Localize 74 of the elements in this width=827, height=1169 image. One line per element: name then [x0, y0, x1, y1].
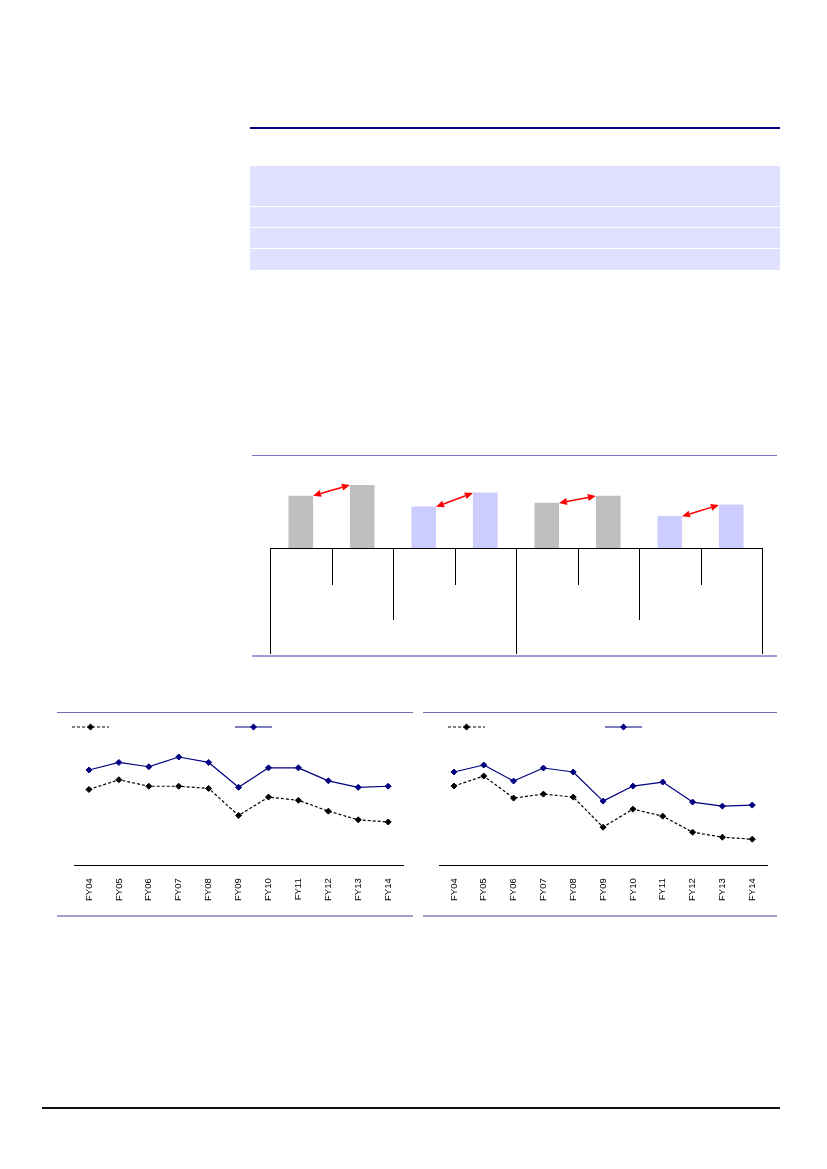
x-tick-label: FY14 — [745, 878, 757, 902]
x-tick-label: FY13 — [716, 878, 728, 902]
point — [145, 763, 153, 771]
point — [354, 816, 362, 824]
x-tick-label: FY05 — [477, 878, 489, 902]
point — [569, 768, 577, 776]
point — [718, 802, 726, 810]
point — [599, 823, 607, 831]
point — [294, 796, 302, 804]
point — [205, 784, 213, 792]
point — [450, 768, 458, 776]
bar — [411, 506, 437, 548]
x-tick-label: FY04 — [82, 878, 94, 902]
x-tick-label: FY11 — [656, 878, 668, 901]
point — [539, 790, 547, 798]
x-tick-label: FY10 — [626, 878, 638, 902]
point — [480, 772, 488, 780]
bar — [657, 515, 683, 548]
point — [629, 782, 637, 790]
point — [599, 797, 607, 805]
bar — [288, 495, 314, 548]
point — [205, 758, 213, 766]
point — [115, 776, 123, 784]
x-tick-label: FY06 — [507, 878, 519, 902]
point — [384, 782, 392, 790]
x-tick-label: FY06 — [142, 878, 154, 902]
point — [235, 811, 243, 819]
point — [629, 805, 637, 813]
point — [115, 758, 123, 766]
x-tick-label: FY10 — [262, 878, 274, 902]
bar — [718, 504, 744, 548]
point — [689, 798, 697, 806]
point — [510, 777, 518, 785]
point — [480, 761, 488, 769]
point — [569, 793, 577, 801]
point — [85, 785, 93, 793]
bar — [595, 495, 621, 548]
point — [659, 778, 667, 786]
point — [384, 818, 392, 826]
bar — [472, 492, 498, 548]
point — [748, 835, 756, 843]
point — [718, 833, 726, 841]
point — [175, 753, 183, 761]
point — [689, 828, 697, 836]
x-tick-label: FY14 — [381, 878, 393, 902]
point — [324, 777, 332, 785]
point — [510, 794, 518, 802]
point — [324, 807, 332, 815]
x-tick-label: FY05 — [112, 878, 124, 902]
point — [235, 783, 243, 791]
point — [354, 783, 362, 791]
point — [265, 793, 272, 801]
x-tick-label: FY08 — [202, 878, 214, 902]
x-tick-label: FY09 — [232, 878, 244, 902]
point — [539, 764, 547, 772]
x-tick-label: FY08 — [566, 878, 578, 902]
point — [85, 766, 93, 774]
bar — [534, 502, 560, 548]
point — [450, 782, 458, 790]
x-tick-label: FY04 — [447, 878, 459, 902]
point — [294, 764, 302, 772]
point — [145, 782, 153, 790]
bar — [349, 485, 375, 548]
x-tick-label: FY07 — [172, 878, 184, 902]
x-tick-label: FY12 — [686, 878, 698, 902]
x-tick-label: FY07 — [537, 878, 549, 902]
point — [265, 764, 272, 772]
point — [175, 782, 183, 790]
point — [659, 812, 667, 820]
x-tick-label: FY09 — [596, 878, 608, 902]
x-tick-label: FY12 — [321, 878, 333, 902]
x-tick-label: FY13 — [351, 878, 363, 902]
point — [748, 801, 756, 809]
x-tick-label: FY11 — [292, 878, 304, 901]
